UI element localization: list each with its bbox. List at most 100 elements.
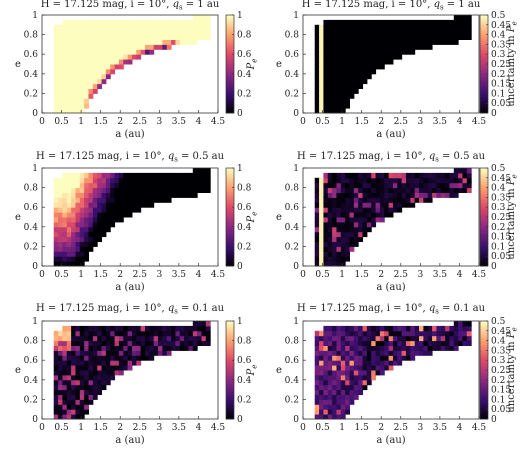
heatmap-cell xyxy=(453,177,459,184)
heatmap-cell xyxy=(105,374,111,381)
heatmap-cell xyxy=(345,73,350,80)
heatmap-cell xyxy=(53,350,59,356)
heatmap-cell xyxy=(53,103,59,109)
heatmap-cell xyxy=(449,325,455,332)
heatmap-cell xyxy=(75,88,81,94)
colorbar-segment xyxy=(226,56,234,59)
heatmap-cell xyxy=(153,29,159,36)
heatmap-cell xyxy=(362,39,368,45)
heatmap-cell xyxy=(53,340,59,346)
heatmap-cell xyxy=(388,325,394,332)
colorbar-segment xyxy=(480,240,488,243)
heatmap-cell xyxy=(153,34,159,40)
colorbar-segment xyxy=(480,20,488,24)
heatmap-cell xyxy=(84,370,89,376)
heatmap-cell xyxy=(332,39,337,45)
heatmap-cell xyxy=(79,108,85,114)
heatmap-cell xyxy=(75,103,81,109)
heatmap-cell xyxy=(162,19,168,26)
heatmap-cell xyxy=(192,187,198,193)
heatmap-cell xyxy=(53,355,59,361)
heatmap-cell xyxy=(110,49,116,55)
heatmap-cell xyxy=(101,54,107,60)
heatmap-cell xyxy=(405,187,411,193)
heatmap-cell xyxy=(366,370,372,376)
heatmap-cell xyxy=(179,19,185,26)
heatmap-cell xyxy=(101,212,107,218)
heatmap-cell xyxy=(105,54,111,60)
heatmap-cell xyxy=(53,394,59,400)
heatmap-cell xyxy=(114,39,120,45)
heatmap-cell xyxy=(384,212,390,218)
heatmap-cell xyxy=(149,192,155,198)
colorbar-segment xyxy=(480,87,488,90)
heatmap-cell xyxy=(336,370,342,376)
heatmap-cell xyxy=(345,226,350,233)
heatmap-cell xyxy=(114,330,120,337)
heatmap-cell xyxy=(323,389,329,395)
heatmap-cell xyxy=(71,207,76,213)
heatmap-cell xyxy=(432,345,437,351)
heatmap-cell xyxy=(340,73,346,80)
heatmap-cell xyxy=(423,340,429,346)
heatmap-cell xyxy=(201,187,207,193)
heatmap-cell xyxy=(362,370,368,376)
heatmap-cell xyxy=(53,217,59,223)
heatmap-cell xyxy=(66,236,72,242)
heatmap-cell xyxy=(192,321,198,327)
heatmap-cell xyxy=(53,409,59,415)
heatmap-cell xyxy=(149,34,155,40)
heatmap-cell xyxy=(353,365,359,371)
heatmap-cell xyxy=(392,44,398,50)
colorbar-segment xyxy=(480,401,488,404)
heatmap-cell xyxy=(314,221,320,228)
heatmap-cell xyxy=(71,49,76,55)
heatmap-cell xyxy=(332,19,337,26)
heatmap-cell xyxy=(440,192,446,198)
heatmap-cell xyxy=(327,19,333,26)
heatmap-cell xyxy=(53,197,59,203)
heatmap-cell xyxy=(319,217,324,223)
heatmap-cell xyxy=(84,73,89,80)
heatmap-cell xyxy=(375,212,381,218)
heatmap-cell xyxy=(92,68,98,75)
heatmap-cell xyxy=(153,340,159,346)
heatmap-cell xyxy=(62,212,68,218)
heatmap-cell xyxy=(62,394,68,400)
heatmap-cell xyxy=(375,187,381,193)
colorbar-segment xyxy=(480,85,488,88)
heatmap-cell xyxy=(92,330,98,337)
heatmap-cell xyxy=(118,365,124,371)
heatmap-cell xyxy=(336,192,342,198)
heatmap-cell xyxy=(327,409,333,415)
heatmap-cell xyxy=(92,59,98,65)
heatmap-cell xyxy=(105,345,111,351)
heatmap-cell xyxy=(353,330,359,337)
heatmap-cell xyxy=(336,197,342,203)
heatmap-cell xyxy=(366,172,372,179)
heatmap-cell xyxy=(340,335,346,342)
panel-title: H = 17.125 mag, i = 10°, qs = 0.1 au xyxy=(36,303,225,316)
heatmap-cell xyxy=(79,251,85,257)
heatmap-cell xyxy=(445,34,450,40)
heatmap-cell xyxy=(79,73,85,80)
heatmap-cell xyxy=(201,182,207,189)
heatmap-cell xyxy=(414,325,420,332)
heatmap-cell xyxy=(392,29,398,36)
heatmap-cell xyxy=(71,335,76,342)
heatmap-cell xyxy=(136,197,142,203)
colorbar-segment xyxy=(226,107,234,110)
heatmap-cell xyxy=(314,330,320,337)
heatmap-cell xyxy=(101,68,107,75)
colorbar-tick-label: 0.35 xyxy=(491,40,511,50)
colorbar-segment xyxy=(226,409,234,412)
colorbar-segment xyxy=(226,75,234,79)
heatmap-cell xyxy=(314,374,320,381)
heatmap-cell xyxy=(410,29,416,36)
heatmap-cell xyxy=(336,374,342,381)
heatmap-cell xyxy=(62,384,68,391)
heatmap-cell xyxy=(53,345,59,351)
heatmap-cell xyxy=(197,168,202,174)
heatmap-cell xyxy=(323,39,329,45)
heatmap-cell xyxy=(384,19,390,26)
